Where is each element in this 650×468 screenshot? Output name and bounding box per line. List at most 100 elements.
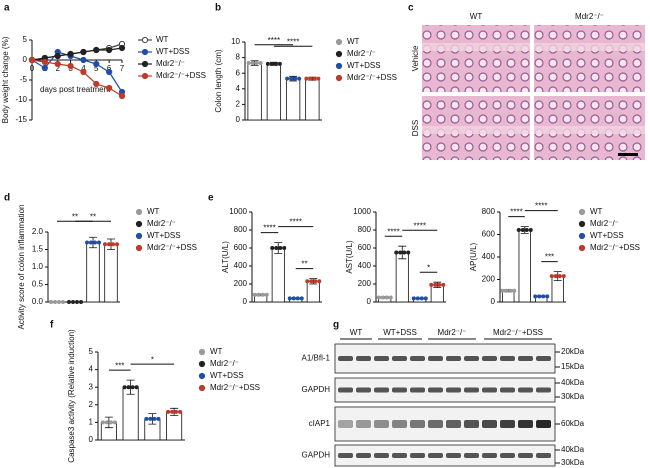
bar bbox=[247, 62, 262, 121]
dot bbox=[97, 240, 101, 245]
data-point bbox=[41, 64, 48, 72]
dot bbox=[437, 282, 442, 287]
dot bbox=[174, 409, 179, 414]
panel-letter: e bbox=[208, 193, 214, 204]
band bbox=[392, 453, 407, 458]
band bbox=[482, 420, 497, 428]
y-axis-label: Body weight change (%) bbox=[1, 36, 10, 123]
data-point bbox=[106, 84, 113, 92]
legend-marker bbox=[141, 60, 149, 68]
dot bbox=[256, 292, 261, 297]
legend-label: WT+DSS bbox=[147, 231, 181, 240]
dot bbox=[394, 250, 399, 255]
data-point bbox=[106, 46, 113, 54]
sig-label: **** bbox=[387, 227, 399, 236]
dot bbox=[406, 250, 411, 255]
data-point bbox=[118, 44, 126, 52]
dot bbox=[549, 274, 554, 279]
band bbox=[464, 453, 479, 458]
band bbox=[374, 387, 389, 393]
dot bbox=[516, 228, 521, 232]
dot bbox=[433, 282, 438, 287]
sig-label: **** bbox=[414, 221, 426, 230]
panel-letter: f bbox=[50, 320, 54, 331]
dot bbox=[75, 300, 79, 304]
row-label: DSS bbox=[411, 120, 420, 136]
y-tick-label: 6 bbox=[236, 68, 241, 77]
data-point bbox=[93, 80, 100, 88]
data-point bbox=[80, 56, 87, 64]
dot bbox=[384, 295, 389, 300]
band bbox=[482, 387, 497, 393]
dot bbox=[441, 282, 446, 287]
dot bbox=[304, 76, 309, 81]
y-tick-label: 2 bbox=[236, 100, 241, 109]
dot bbox=[270, 246, 275, 250]
dot bbox=[79, 300, 83, 304]
dot bbox=[264, 292, 269, 297]
group-label: Mdr2⁻/⁻+DSS bbox=[493, 328, 543, 337]
band bbox=[392, 387, 407, 393]
band bbox=[356, 387, 371, 393]
legend-marker bbox=[578, 232, 586, 240]
dot bbox=[274, 246, 279, 250]
scale-bar bbox=[618, 153, 638, 156]
data-point bbox=[67, 62, 74, 70]
dot bbox=[107, 242, 111, 247]
band bbox=[428, 356, 443, 361]
legend-marker bbox=[198, 384, 206, 392]
band bbox=[338, 356, 353, 361]
legend-label: WT+DSS bbox=[210, 371, 244, 380]
sig-label: ** bbox=[72, 212, 78, 221]
y-tick-label: 200 bbox=[482, 275, 496, 284]
tissue-band bbox=[422, 126, 530, 134]
y-tick-label: 3 bbox=[89, 382, 94, 391]
dot bbox=[305, 279, 310, 284]
dot bbox=[293, 76, 298, 81]
y-tick-label: 600 bbox=[358, 243, 372, 252]
bar bbox=[122, 386, 139, 441]
y-tick-label: 200 bbox=[358, 279, 372, 288]
x-tick-label: 2 bbox=[55, 64, 60, 73]
blot-strip bbox=[334, 444, 556, 467]
dot bbox=[380, 295, 385, 300]
data-point bbox=[28, 56, 36, 64]
band bbox=[428, 420, 443, 428]
dot bbox=[423, 296, 428, 301]
dot bbox=[100, 420, 105, 425]
legend-marker bbox=[141, 72, 149, 80]
y-tick-label: 600 bbox=[234, 243, 248, 252]
dot bbox=[49, 300, 53, 304]
band bbox=[536, 420, 551, 428]
dot bbox=[508, 288, 513, 293]
marker-label: 40kDa bbox=[561, 378, 585, 387]
dot bbox=[388, 295, 393, 300]
dot bbox=[285, 76, 290, 81]
dot bbox=[545, 294, 550, 299]
marker-label: 15kDa bbox=[561, 362, 585, 371]
legend-marker bbox=[335, 50, 343, 58]
tissue-band bbox=[534, 126, 645, 134]
marker-label: 20kDa bbox=[561, 347, 585, 356]
marker-label: 60kDa bbox=[561, 419, 585, 428]
data-point bbox=[93, 46, 100, 54]
dot bbox=[316, 76, 321, 81]
y-tick-label: 800 bbox=[234, 225, 248, 234]
legend-label: Mdr2⁻/⁻+DSS bbox=[347, 73, 397, 82]
dot bbox=[144, 416, 149, 421]
dot bbox=[289, 76, 294, 81]
data-point bbox=[41, 58, 48, 66]
dot bbox=[115, 242, 119, 247]
dot bbox=[103, 242, 107, 247]
band bbox=[338, 420, 353, 428]
sig-label: ** bbox=[90, 212, 96, 221]
marker-label: 40kDa bbox=[561, 445, 585, 454]
legend-label: Mdr2⁻/⁻+DSS bbox=[156, 71, 206, 80]
legend-marker bbox=[198, 348, 206, 356]
y-tick-label: -15 bbox=[15, 115, 27, 124]
sig-label: **** bbox=[535, 202, 547, 211]
dot bbox=[512, 288, 517, 293]
band bbox=[500, 453, 515, 458]
band bbox=[356, 420, 371, 428]
